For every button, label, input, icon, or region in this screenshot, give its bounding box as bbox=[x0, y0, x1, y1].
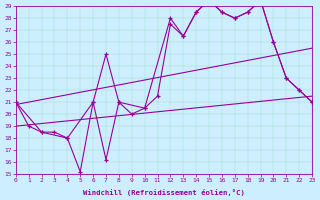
X-axis label: Windchill (Refroidissement éolien,°C): Windchill (Refroidissement éolien,°C) bbox=[83, 189, 245, 196]
